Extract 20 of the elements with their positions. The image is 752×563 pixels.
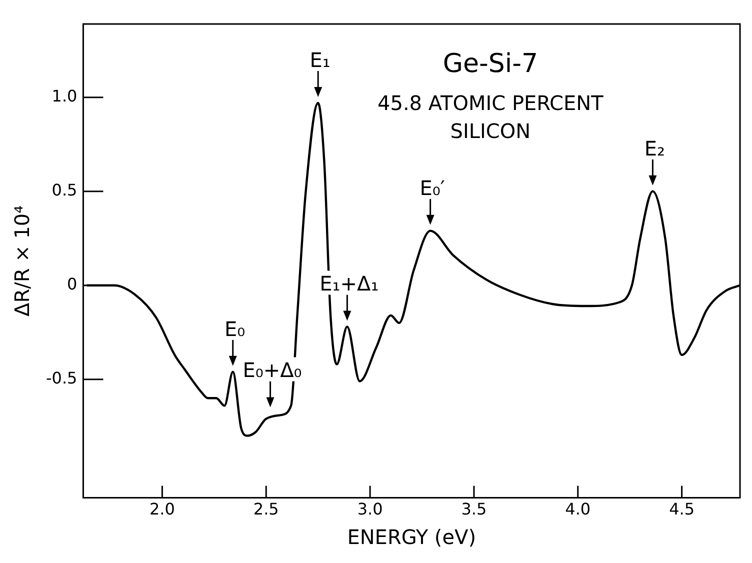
x-axis-title: ENERGY (eV) bbox=[347, 525, 476, 550]
x-tick-label: 2.0 bbox=[149, 500, 175, 519]
x-tick-label: 4.0 bbox=[565, 500, 591, 519]
annotation: E₂ bbox=[644, 136, 666, 160]
annotation: E₀′ bbox=[420, 176, 446, 200]
text: 45.8 ATOMIC PERCENT SILICON bbox=[378, 91, 604, 143]
annotation: E₀ bbox=[224, 316, 246, 341]
y-tick-label: 0 bbox=[67, 274, 78, 294]
annotation: E₁ bbox=[310, 48, 330, 72]
y-tick-label: -0.5 bbox=[46, 368, 78, 388]
x-tick-label: 3.0 bbox=[357, 500, 383, 519]
text: Ge-Si-7 bbox=[442, 49, 538, 79]
x-tick-label: 4.5 bbox=[669, 500, 695, 519]
annotation: E₁+Δ₁ bbox=[320, 272, 379, 296]
annotation: E₀+Δ₀ bbox=[242, 358, 302, 382]
y-axis-title: ΔR/R × 10⁴ bbox=[10, 205, 34, 316]
x-tick-label: 2.5 bbox=[253, 500, 279, 519]
x-tick-label: 3.5 bbox=[461, 500, 487, 519]
y-tick-label: 1.0 bbox=[52, 86, 78, 106]
y-tick-label: 0.5 bbox=[52, 180, 78, 200]
